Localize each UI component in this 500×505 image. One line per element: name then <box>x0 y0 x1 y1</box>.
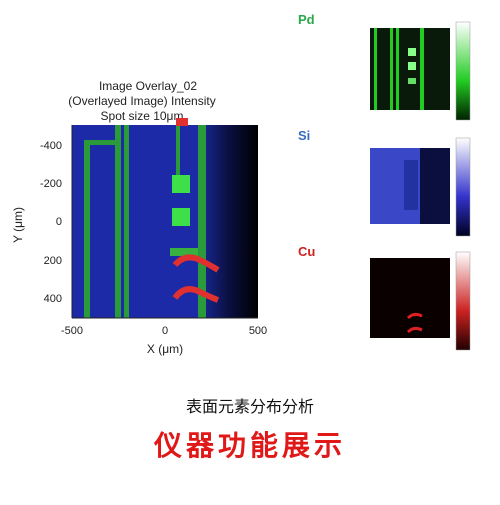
main-title: Spot size 10μm <box>101 109 184 123</box>
main-title: Image Overlay_02 <box>99 79 197 93</box>
axes <box>71 125 258 319</box>
x-axis-label: X (μm) <box>147 342 183 356</box>
headline: 仪器功能展示 <box>153 430 346 461</box>
y-tick-label: 200 <box>44 255 62 267</box>
y-tick-label: -400 <box>40 140 62 152</box>
x-tick-label: 0 <box>162 325 168 337</box>
overlay-image <box>72 118 258 318</box>
y-tick-label: 0 <box>56 216 62 228</box>
pd-map <box>370 21 471 121</box>
si-map <box>370 137 471 237</box>
element-label: Si <box>298 128 310 143</box>
main-title: (Overlayed Image) Intensity <box>68 94 215 108</box>
y-axis-label: Y (μm) <box>11 207 25 243</box>
x-tick-label: -500 <box>61 325 83 337</box>
y-tick-label: -200 <box>40 178 62 190</box>
element-label: Cu <box>298 244 315 259</box>
caption: 表面元素分布分析 <box>186 398 314 416</box>
x-tick-label: 500 <box>249 325 267 337</box>
y-tick-label: 400 <box>44 293 62 305</box>
element-label: Pd <box>298 12 315 27</box>
cu-map <box>370 251 471 351</box>
